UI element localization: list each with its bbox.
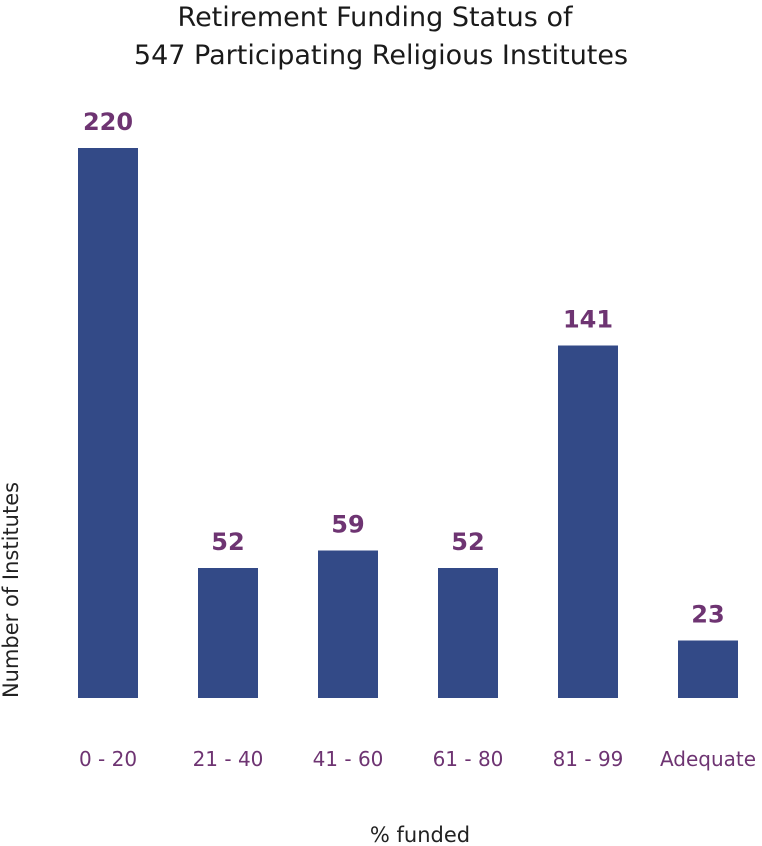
chart-title-line-2: 547 Participating Religious Institutes [134, 40, 628, 71]
x-tick-label-2: 41 - 60 [313, 747, 384, 771]
bars-layer: 220 0 - 20 52 21 - 40 59 41 - 60 52 61 - 80 141 8… [78, 108, 756, 771]
x-axis-label: % funded [370, 823, 470, 846]
bar-1 [198, 568, 258, 698]
bar-5 [678, 640, 738, 698]
bar-3 [438, 568, 498, 698]
value-label-1: 52 [211, 528, 244, 556]
x-tick-label-0: 0 - 20 [79, 747, 137, 771]
chart-title-line-1: Retirement Funding Status of [178, 2, 574, 33]
bar-0 [78, 148, 138, 698]
y-axis-label: Number of Institutes [0, 482, 23, 698]
value-label-0: 220 [83, 108, 133, 136]
bar-2 [318, 550, 378, 698]
x-tick-label-4: 81 - 99 [553, 747, 624, 771]
value-label-4: 141 [563, 306, 613, 334]
x-tick-label-5: Adequate [660, 747, 756, 771]
value-label-5: 23 [691, 601, 724, 629]
bar-4 [558, 345, 618, 698]
x-tick-label-3: 61 - 80 [433, 747, 504, 771]
value-label-2: 59 [331, 511, 364, 539]
x-tick-label-1: 21 - 40 [193, 747, 264, 771]
value-label-3: 52 [451, 528, 484, 556]
